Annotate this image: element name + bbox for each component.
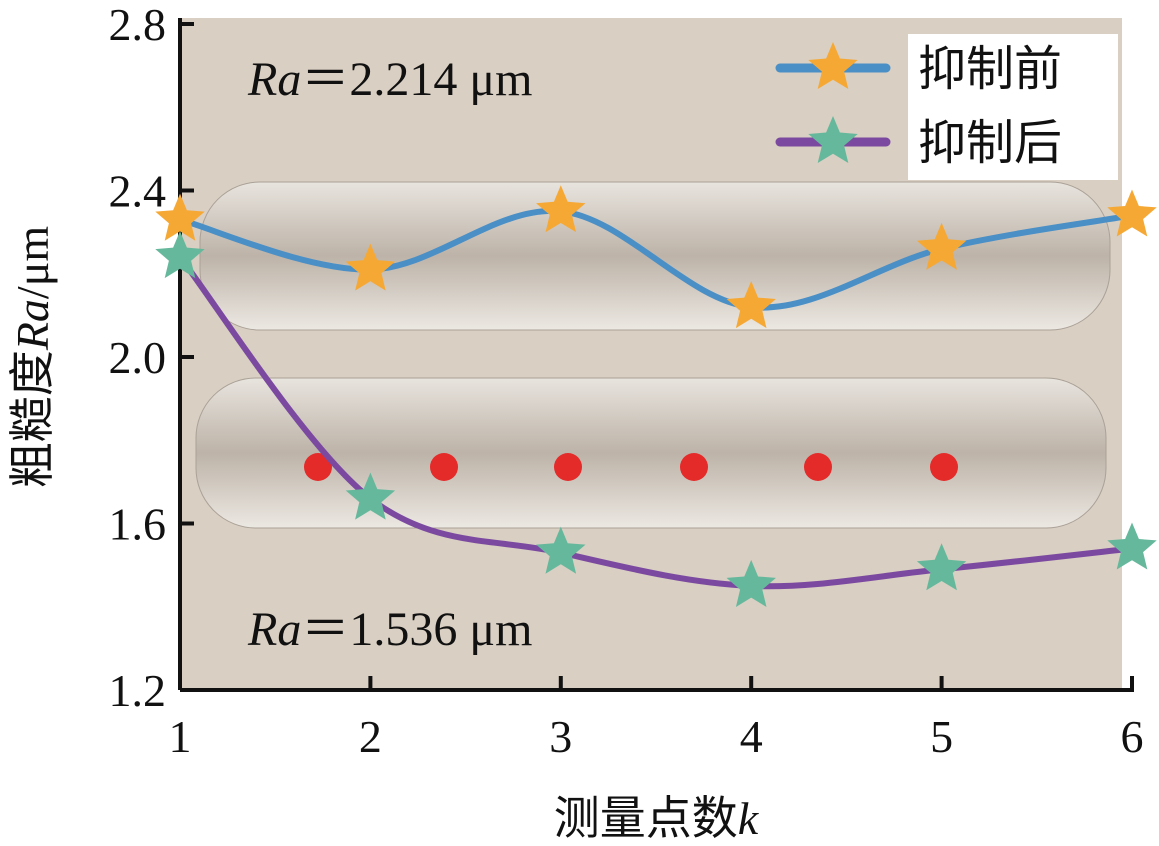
y-tick-label: 2.8 (109, 0, 167, 50)
y-label-part: Ra (7, 299, 58, 351)
x-label-part: k (738, 793, 760, 844)
star-marker (345, 243, 396, 291)
y-label-part: 粗糙度 (7, 350, 58, 488)
star-marker (1107, 522, 1157, 570)
x-tick-label: 2 (359, 711, 382, 762)
star-marker (536, 185, 586, 233)
x-tick-label: 6 (1121, 711, 1144, 762)
star-marker (155, 193, 205, 241)
annotation-text: ＝1.536 μm (301, 603, 532, 656)
y-axis-label: 粗糙度Ra/μm (7, 226, 58, 489)
annotation-text: ＝2.214 μm (301, 53, 532, 106)
legend-star (808, 116, 858, 163)
star-marker (916, 543, 967, 591)
x-tick-label: 3 (549, 711, 572, 762)
star-marker (345, 472, 396, 520)
annotation-var: Ra (247, 603, 301, 656)
y-tick-label: 1.6 (109, 499, 167, 550)
y-label-part: /μm (7, 226, 58, 299)
star-marker (726, 559, 776, 607)
annotation: Ra＝1.536 μm (247, 603, 532, 656)
axes (178, 18, 1134, 692)
legend-star (808, 42, 858, 89)
y-tick-label: 1.2 (109, 665, 167, 716)
annotation: Ra＝2.214 μm (247, 53, 532, 106)
star-marker (1107, 189, 1157, 237)
annotation-var: Ra (247, 53, 301, 106)
star-marker (726, 281, 776, 329)
star-marker (155, 231, 205, 279)
star-marker (916, 222, 967, 270)
x-tick-label: 4 (740, 711, 763, 762)
y-tick-label: 2.0 (109, 332, 167, 383)
x-axis-label: 测量点数k (554, 793, 760, 844)
x-label-part: 测量点数 (554, 793, 738, 844)
star-marker (536, 526, 586, 574)
x-tick-label: 1 (169, 711, 192, 762)
legend-label: 抑制前 (918, 43, 1062, 96)
y-tick-label: 2.4 (109, 166, 167, 217)
x-tick-label: 5 (930, 711, 953, 762)
legend-label: 抑制后 (918, 117, 1062, 170)
